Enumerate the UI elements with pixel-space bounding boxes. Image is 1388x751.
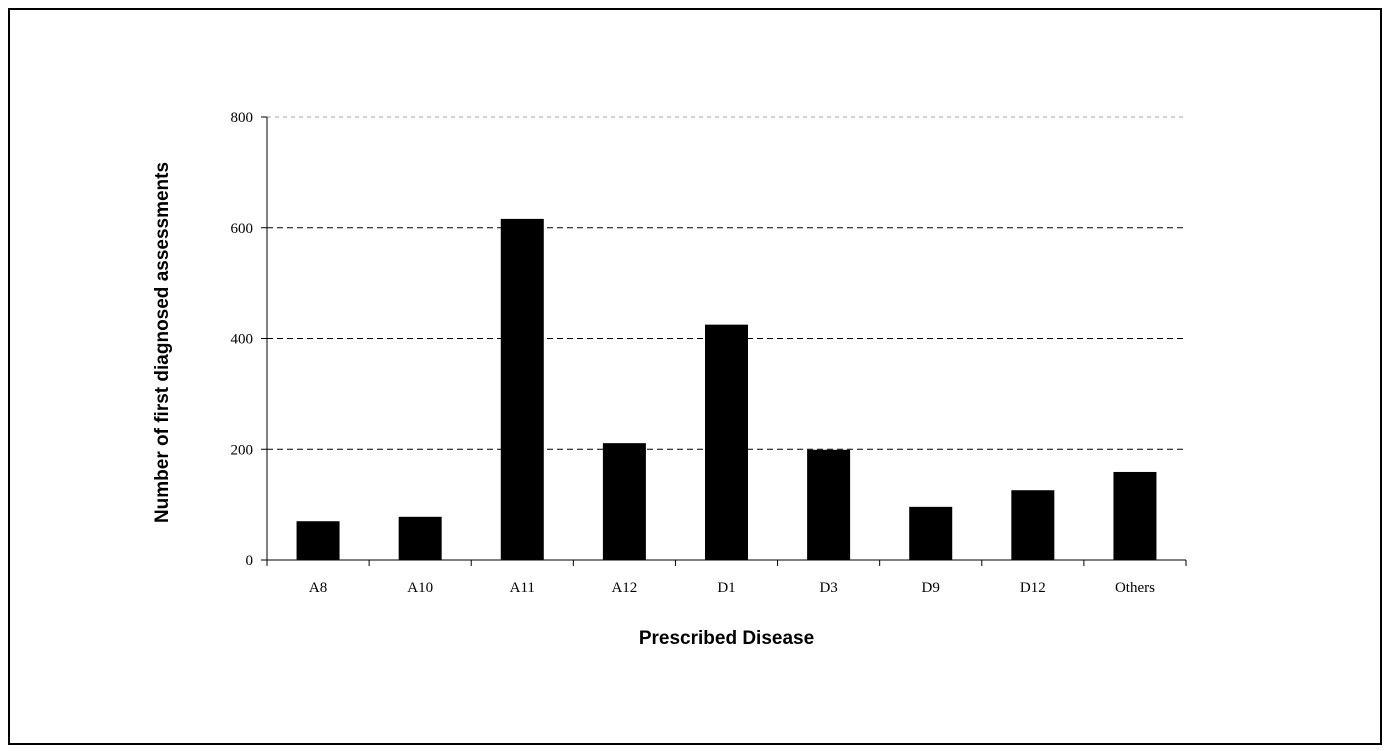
y-tick-label: 0 xyxy=(246,553,254,569)
bar-a8 xyxy=(296,521,340,560)
x-tick-labels: A8 A10 A11 A12 D1 D3 D9 D12 Others xyxy=(266,560,1187,596)
bar-d12 xyxy=(1011,490,1055,560)
bar-a12 xyxy=(602,443,646,560)
x-axis-title: Prescribed Disease xyxy=(639,628,814,649)
bar-chart: 0 200 400 600 800 A8 A10 A11 A12 D1 D3 D9 D12 Others… xyxy=(152,110,1187,649)
x-tick-label: A10 xyxy=(407,580,433,596)
bar-d3 xyxy=(807,449,851,560)
bar-a10 xyxy=(398,516,442,560)
x-tick-label: Others xyxy=(1115,580,1155,596)
y-axis-title: Number of first diagnosed assessments xyxy=(152,162,173,523)
y-tick-labels: 0 200 400 600 800 xyxy=(231,110,267,569)
x-tick-label: A12 xyxy=(611,580,637,596)
bar-a11 xyxy=(500,218,544,560)
bar-d1 xyxy=(705,324,748,560)
bar-d9 xyxy=(909,506,953,560)
y-tick-label: 400 xyxy=(231,332,254,348)
y-tick-label: 200 xyxy=(231,442,254,458)
x-tick-label: D3 xyxy=(819,580,837,596)
x-tick-label: D12 xyxy=(1020,580,1046,596)
x-tick-label: D1 xyxy=(717,580,735,596)
y-tick-label: 800 xyxy=(231,110,254,126)
bars xyxy=(296,218,1157,560)
gridlines xyxy=(267,116,1186,450)
x-tick-label: D9 xyxy=(922,580,940,596)
y-tick-label: 600 xyxy=(231,221,254,237)
bar-others xyxy=(1113,471,1157,560)
chart-frame: 0 200 400 600 800 A8 A10 A11 A12 D1 D3 D9 D12 Others… xyxy=(8,8,1382,745)
x-tick-label: A8 xyxy=(309,580,327,596)
x-tick-label: A11 xyxy=(510,580,535,596)
